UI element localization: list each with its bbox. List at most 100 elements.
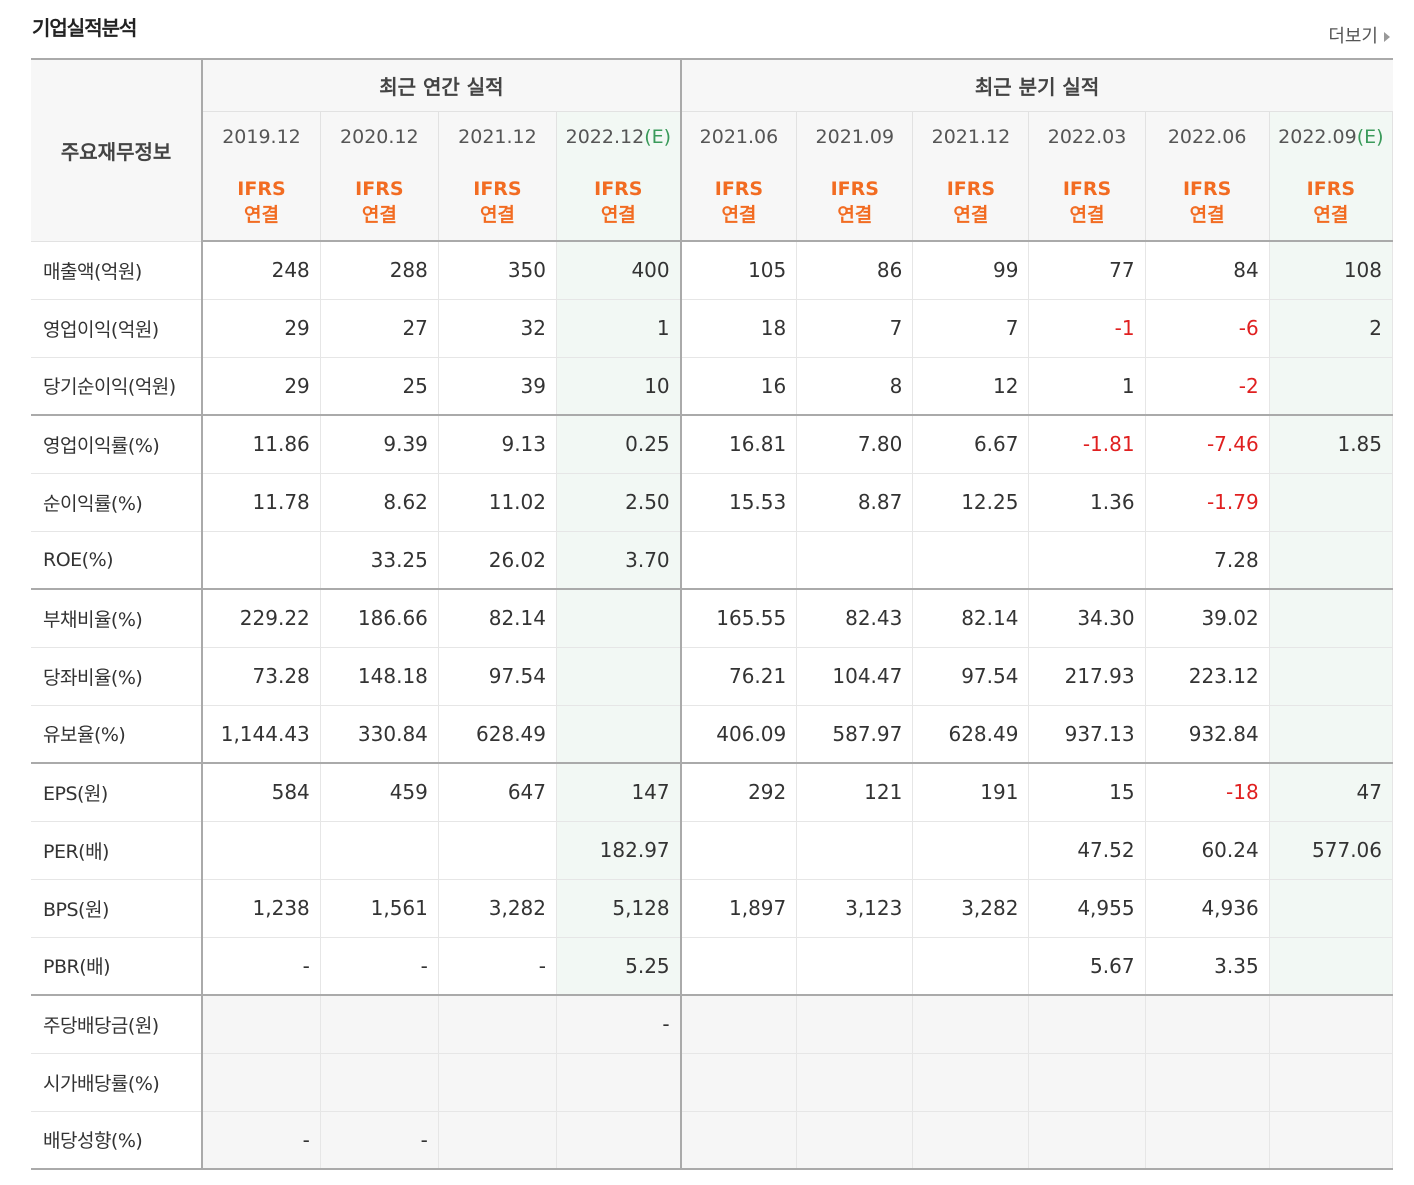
table-cell: [680, 937, 798, 995]
table-cell: 16.81: [680, 415, 798, 473]
table-cell: 3.70: [556, 531, 682, 589]
table-cell: 77: [1028, 241, 1146, 299]
period-header: 2021.12: [912, 111, 1030, 163]
table-row: 영업이익률(%) 11.86 9.39 9.13 0.25 16.81 7.80 6.67 -1…: [31, 415, 1394, 473]
table-cell: 584: [202, 763, 321, 821]
table-cell: 186.66: [320, 589, 439, 647]
table-cell: [1269, 705, 1394, 763]
consolidated-label: 연결: [479, 203, 515, 226]
table-cell: 628.49: [912, 705, 1030, 763]
table-cell: [680, 531, 798, 589]
table-cell: -6: [1145, 299, 1270, 357]
table-cell: 217.93: [1028, 647, 1146, 705]
table-cell: 15: [1028, 763, 1146, 821]
table-row: ROE(%) 33.25 26.02 3.70 7.28: [31, 531, 1394, 589]
table-cell: 1.85: [1269, 415, 1394, 473]
table-row: 시가배당률(%): [31, 1053, 1394, 1111]
table-cell: 4,936: [1145, 879, 1270, 937]
row-label: 영업이익률(%): [31, 415, 204, 473]
ifrs-label: IFRS: [473, 177, 522, 200]
table-cell: 587.97: [796, 705, 914, 763]
table-row: 당좌비율(%) 73.28 148.18 97.54 76.21 104.47 97.54 2…: [31, 647, 1394, 705]
ifrs-header: IFRS 연결: [912, 163, 1030, 242]
table-cell: 248: [202, 241, 321, 299]
table-cell: 628.49: [438, 705, 558, 763]
table-cell: -: [438, 937, 558, 995]
table-cell: -: [320, 1111, 439, 1169]
table-cell: [1028, 995, 1146, 1053]
table-cell: [796, 821, 914, 879]
table-cell: [796, 995, 914, 1053]
table-cell: 4,955: [1028, 879, 1146, 937]
table-cell: 12.25: [912, 473, 1030, 531]
table-cell: [320, 1053, 439, 1111]
ifrs-header: IFRS 연결: [1269, 163, 1394, 242]
period-header: 2022.06: [1145, 111, 1270, 163]
ifrs-header: IFRS 연결: [1145, 163, 1270, 242]
table-cell: 12: [912, 357, 1030, 415]
table-cell: [912, 1053, 1030, 1111]
table-cell: [1269, 589, 1394, 647]
consolidated-label: 연결: [1313, 203, 1349, 226]
table-cell: [438, 995, 558, 1053]
table-cell: 148.18: [320, 647, 439, 705]
table-cell: -7.46: [1145, 415, 1270, 473]
consolidated-label: 연결: [243, 203, 279, 226]
table-cell: 330.84: [320, 705, 439, 763]
table-cell: 350: [438, 241, 558, 299]
ifrs-label: IFRS: [1062, 177, 1112, 200]
more-link[interactable]: 더보기: [1328, 22, 1390, 48]
ifrs-label: IFRS: [946, 177, 996, 200]
table-cell: 32: [438, 299, 558, 357]
table-cell: 5,128: [556, 879, 682, 937]
table-cell: [202, 995, 321, 1053]
table-cell: 60.24: [1145, 821, 1270, 879]
table-cell: 47: [1269, 763, 1394, 821]
table-cell: 11.86: [202, 415, 321, 473]
table-cell: [680, 995, 798, 1053]
ifrs-label: IFRS: [594, 177, 643, 200]
table-cell: [796, 531, 914, 589]
consolidated-label: 연결: [1069, 203, 1105, 226]
table-cell: 97.54: [438, 647, 558, 705]
table-cell: [1269, 647, 1394, 705]
period-header: 2022.12(E): [556, 111, 682, 163]
table-cell: 10: [556, 357, 682, 415]
ifrs-label: IFRS: [1182, 177, 1232, 200]
table-cell: [556, 589, 682, 647]
table-cell: 121: [796, 763, 914, 821]
table-cell: -1.81: [1028, 415, 1146, 473]
table-cell: 647: [438, 763, 558, 821]
table-cell: 82.14: [438, 589, 558, 647]
period-label: 2022.03: [1047, 126, 1127, 149]
table-cell: 400: [556, 241, 682, 299]
table-cell: 105: [680, 241, 798, 299]
row-label: PER(배): [31, 821, 204, 879]
row-label: 주당배당금(원): [31, 995, 204, 1053]
table-cell: 33.25: [320, 531, 439, 589]
table-cell: 26.02: [438, 531, 558, 589]
table-cell: [202, 1053, 321, 1111]
row-label: 순이익률(%): [31, 473, 204, 531]
row-label: 부채비율(%): [31, 589, 204, 647]
consolidated-label: 연결: [600, 203, 636, 226]
ifrs-header: IFRS 연결: [320, 163, 439, 242]
row-label: BPS(원): [31, 879, 204, 937]
table-cell: 18: [680, 299, 798, 357]
table-cell: 27: [320, 299, 439, 357]
table-cell: 459: [320, 763, 439, 821]
table-cell: [438, 1053, 558, 1111]
annual-group-header: 최근 연간 실적: [202, 58, 682, 112]
row-label: PBR(배): [31, 937, 204, 995]
table-cell: 99: [912, 241, 1030, 299]
table-cell: [556, 1111, 682, 1169]
ifrs-label: IFRS: [830, 177, 879, 200]
table-cell: 406.09: [680, 705, 798, 763]
table-cell: 1,561: [320, 879, 439, 937]
table-cell: 39: [438, 357, 558, 415]
table-cell: [556, 705, 682, 763]
table-cell: 165.55: [680, 589, 798, 647]
table-cell: 1: [556, 299, 682, 357]
table-cell: 84: [1145, 241, 1270, 299]
table-cell: -18: [1145, 763, 1270, 821]
